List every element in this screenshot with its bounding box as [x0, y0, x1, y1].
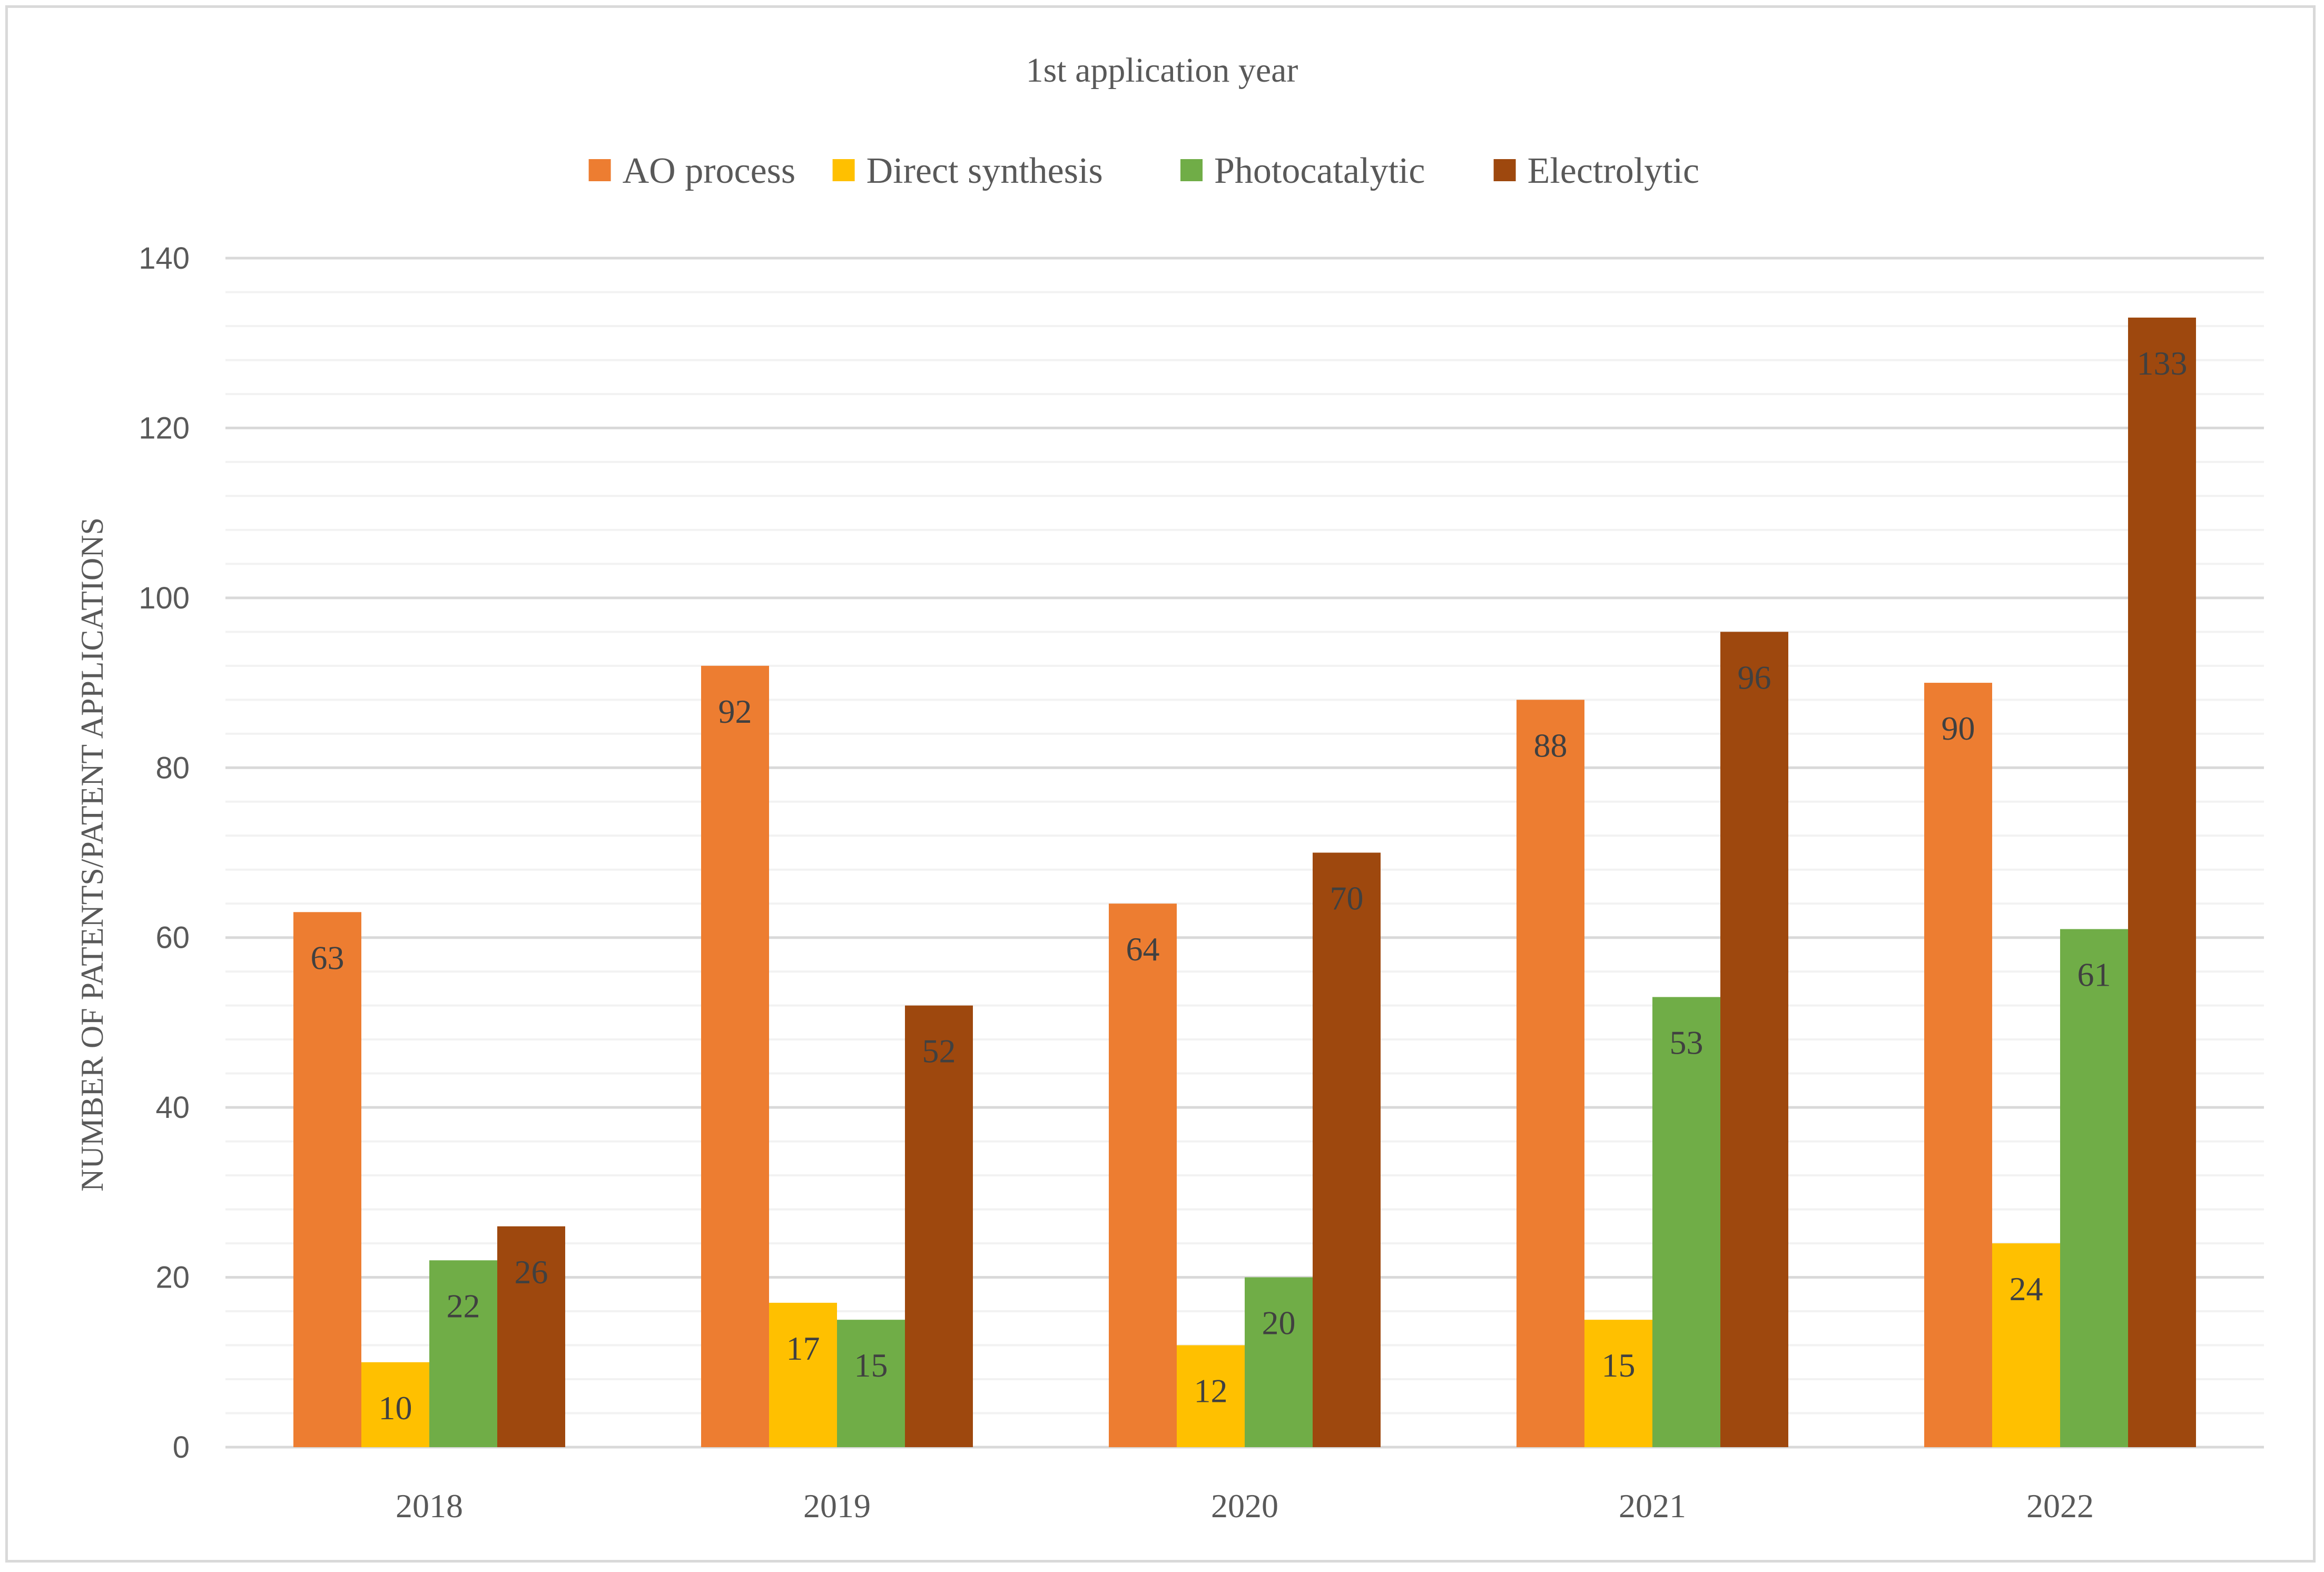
data-label: 133 — [2137, 345, 2188, 382]
y-tick-label: 100 — [139, 581, 190, 615]
legend-swatch — [1180, 159, 1203, 181]
chart-frame — [5, 5, 2316, 1563]
y-tick-label: 20 — [155, 1261, 190, 1295]
bar-electrolytic — [497, 1226, 565, 1447]
y-tick-label: 0 — [173, 1430, 190, 1465]
data-label: 61 — [2077, 956, 2111, 994]
data-label: 70 — [1330, 880, 1364, 917]
x-tick-label: 2018 — [396, 1487, 463, 1525]
bar-ao-process — [293, 912, 361, 1447]
x-axis-ticks: 2018 2019 2020 2021 2022 — [396, 1487, 2094, 1525]
data-label: 96 — [1738, 659, 1771, 696]
legend: AO process Direct synthesis Photocatalytic… — [588, 151, 1700, 191]
x-tick-label: 2022 — [2026, 1487, 2094, 1525]
bar-photocatalytic — [837, 1320, 905, 1447]
bar-direct-synthesis — [1992, 1243, 2060, 1447]
legend-label: AO process — [623, 151, 796, 191]
data-label: 26 — [515, 1253, 548, 1291]
bar-ao-process — [1109, 903, 1177, 1447]
data-label: 52 — [922, 1033, 956, 1070]
data-label: 17 — [786, 1330, 820, 1367]
data-label: 10 — [379, 1389, 412, 1427]
data-label: 20 — [1262, 1304, 1296, 1342]
data-label: 12 — [1194, 1372, 1228, 1410]
legend-swatch — [588, 159, 611, 181]
y-axis-ticks: 0 20 40 60 80 100 120 140 — [139, 241, 190, 1465]
bar-electrolytic — [1313, 852, 1381, 1447]
x-tick-label: 2020 — [1211, 1487, 1278, 1525]
bar-ao-process — [1924, 683, 1992, 1447]
data-label: 64 — [1126, 930, 1160, 968]
legend-label: Photocatalytic — [1214, 151, 1425, 191]
bars — [293, 317, 2196, 1447]
data-label: 24 — [2010, 1270, 2043, 1308]
x-tick-label: 2021 — [1619, 1487, 1686, 1525]
data-label: 63 — [311, 939, 344, 976]
y-tick-label: 40 — [155, 1090, 190, 1125]
bar-direct-synthesis — [1177, 1345, 1245, 1447]
bar-photocatalytic — [429, 1260, 497, 1447]
bar-ao-process — [701, 665, 769, 1447]
data-label: 90 — [1942, 710, 1975, 747]
legend-label: Direct synthesis — [866, 151, 1103, 191]
bar-electrolytic — [2128, 317, 2196, 1447]
bar-electrolytic — [1720, 632, 1788, 1447]
bar-direct-synthesis — [361, 1362, 429, 1447]
bar-photocatalytic — [1245, 1277, 1313, 1447]
data-label: 53 — [1670, 1024, 1703, 1062]
bar-ao-process — [1516, 700, 1584, 1447]
data-label: 15 — [854, 1347, 888, 1384]
data-labels: 63 10 22 26 92 17 15 52 64 12 20 70 88 15 53 96 90 24 61 13… — [311, 345, 2188, 1427]
y-tick-label: 80 — [155, 751, 190, 785]
legend-label: Electrolytic — [1528, 151, 1700, 191]
data-label: 15 — [1602, 1347, 1636, 1384]
data-label: 88 — [1534, 726, 1568, 764]
y-tick-label: 140 — [139, 241, 190, 276]
x-tick-label: 2019 — [803, 1487, 871, 1525]
legend-swatch — [1493, 159, 1516, 181]
y-tick-label: 60 — [155, 921, 190, 955]
data-label: 22 — [447, 1287, 480, 1324]
y-tick-label: 120 — [139, 411, 190, 445]
bar-direct-synthesis — [769, 1302, 837, 1447]
bar-direct-synthesis — [1584, 1320, 1652, 1447]
legend-swatch — [832, 159, 855, 181]
chart-title: 1st application year — [1026, 51, 1298, 90]
bar-photocatalytic — [1652, 997, 1720, 1447]
bar-electrolytic — [905, 1005, 973, 1447]
data-label: 92 — [718, 693, 752, 730]
bar-photocatalytic — [2060, 929, 2128, 1447]
y-axis-label: NUMBER OF PATENTS/PATENT APPLICATIONS — [75, 517, 110, 1192]
